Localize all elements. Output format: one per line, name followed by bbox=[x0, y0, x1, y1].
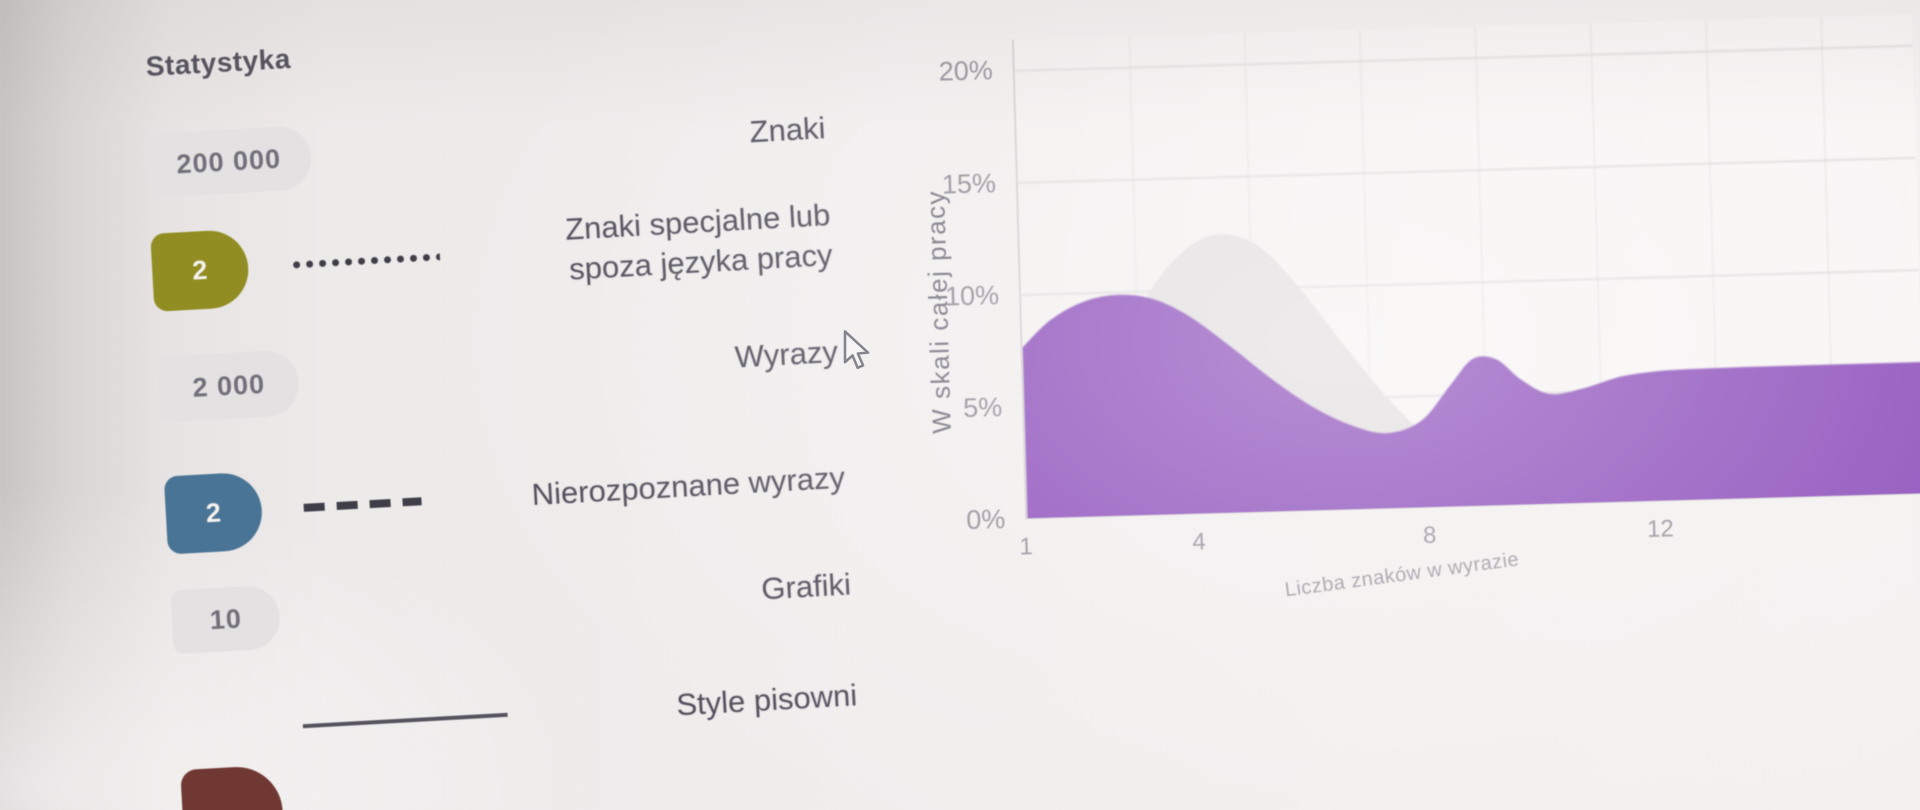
stat-label-nierozpoznane: Nierozpoznane wyrazy bbox=[530, 459, 846, 513]
row-spacer bbox=[440, 250, 566, 257]
x-axis-title: Liczba znaków w wyrazie bbox=[1283, 548, 1521, 602]
x-tick-label: 1 bbox=[1019, 533, 1034, 561]
stat-row-nierozpoznane[interactable]: 2 Nierozpoznane wyrazy bbox=[154, 439, 847, 555]
dotted-legend-line bbox=[289, 252, 441, 270]
stat-pill-wyrazy: 2 000 bbox=[157, 348, 301, 423]
solid-legend-line bbox=[302, 712, 508, 729]
stat-row-znaki-specjalne[interactable]: 2 Znaki specjalne lub spoza języka pracy bbox=[140, 196, 833, 312]
word-length-chart: W skali całej pracy 20% 15% 10% 5% 0% 1 4 8 12 … bbox=[872, 4, 1920, 693]
panel-title: Statystyka bbox=[144, 42, 292, 82]
stat-row-wyrazy[interactable]: 2 000 Wyrazy bbox=[147, 319, 840, 423]
row-spacer bbox=[508, 705, 677, 714]
y-tick-label: 0% bbox=[965, 503, 1006, 536]
stat-value: 2 000 bbox=[191, 368, 266, 403]
y-tick-label: 15% bbox=[941, 167, 997, 200]
statistics-panel: Statystyka 200 000 Znaki 2 Znaki specjal… bbox=[129, 1, 862, 810]
stat-label-znaki: Znaki bbox=[748, 110, 827, 150]
x-tick-label: 12 bbox=[1646, 515, 1675, 544]
gridline-horizontal bbox=[1017, 156, 1918, 184]
stat-row-grafiki[interactable]: 10 Grafiki bbox=[160, 552, 852, 655]
stat-pill-znaki-specjalne: 2 bbox=[150, 228, 251, 312]
stat-pill-grafiki: 10 bbox=[170, 584, 282, 655]
stat-value: 200 000 bbox=[175, 143, 282, 179]
stat-label-wyrazy: Wyrazy bbox=[733, 333, 839, 375]
x-tick-label: 8 bbox=[1422, 521, 1437, 550]
stat-label-grafiki: Grafiki bbox=[760, 566, 852, 607]
y-tick-label: 10% bbox=[944, 279, 1000, 312]
row-spacer bbox=[280, 589, 762, 616]
stat-pill-znaki: 200 000 bbox=[144, 124, 313, 199]
y-tick-label: 20% bbox=[938, 55, 994, 87]
stat-pill-nierozpoznane: 2 bbox=[163, 471, 264, 555]
stat-value: 2 bbox=[204, 496, 223, 528]
stat-row-znaki[interactable]: 200 000 Znaki bbox=[135, 96, 827, 199]
stat-pill-style-pisowni bbox=[180, 764, 287, 810]
stat-label-znaki-specjalne: Znaki specjalne lub spoza języka pracy bbox=[564, 197, 834, 287]
area-chart-canvas bbox=[1014, 16, 1920, 520]
stat-label-style-pisowni: Style pisowni bbox=[675, 677, 859, 723]
stat-value: 2 bbox=[191, 254, 210, 286]
row-spacer bbox=[422, 495, 532, 501]
stat-row-style-pisowni[interactable]: Style pisowni bbox=[166, 660, 859, 810]
row-spacer bbox=[299, 358, 735, 382]
dashed-legend-line bbox=[303, 497, 422, 512]
x-tick-label: 4 bbox=[1191, 528, 1207, 556]
stat-value: 10 bbox=[208, 602, 243, 635]
y-tick-label: 5% bbox=[962, 391, 1003, 423]
gridline-horizontal bbox=[1014, 44, 1915, 72]
plot-area bbox=[1011, 14, 1920, 520]
row-spacer bbox=[311, 132, 750, 157]
purple_document_area bbox=[1021, 294, 1920, 520]
mouse-cursor bbox=[843, 330, 870, 370]
